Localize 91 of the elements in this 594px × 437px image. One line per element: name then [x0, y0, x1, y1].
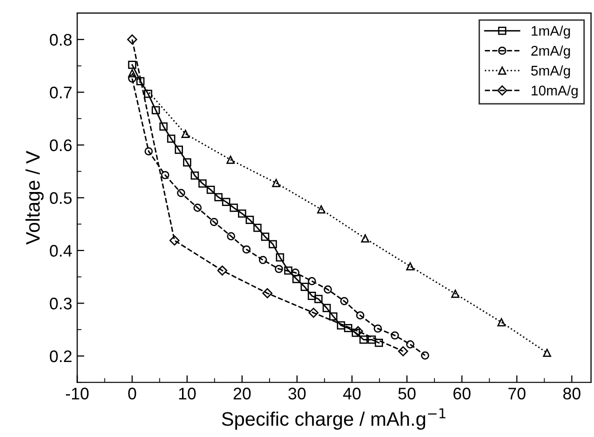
point: [174, 146, 183, 154]
y-tick-label: 0.4: [50, 244, 72, 257]
point: [272, 178, 280, 188]
point: [127, 34, 138, 45]
point: [406, 262, 414, 270]
y-tick-label: 0.6: [50, 139, 72, 152]
point: [420, 351, 430, 360]
point: [308, 308, 319, 318]
point: [181, 130, 190, 138]
point: [144, 90, 152, 98]
point: [336, 321, 346, 330]
point: [193, 204, 202, 212]
point: [161, 170, 170, 180]
point: [314, 294, 323, 304]
point: [128, 60, 136, 69]
point: [152, 106, 160, 114]
point: [390, 331, 399, 340]
point: [398, 346, 408, 356]
legend-label: 2mA/g: [531, 46, 570, 58]
legend-label: 1mA/g: [532, 26, 570, 39]
y-axis-title: Voltage / V: [26, 150, 44, 245]
legend-label: 10mA/g: [532, 85, 578, 98]
point: [261, 232, 270, 241]
point: [144, 147, 153, 156]
point: [183, 158, 192, 166]
point: [344, 324, 352, 332]
point: [542, 348, 552, 357]
point: [317, 205, 326, 214]
point: [167, 134, 176, 143]
point: [368, 336, 376, 344]
point: [308, 276, 316, 286]
point: [276, 253, 284, 262]
point: [497, 318, 506, 326]
x-tick-label: -10: [66, 388, 89, 400]
y-tick-label: 0.3: [50, 298, 72, 310]
point: [128, 74, 136, 83]
point: [329, 312, 338, 321]
x-tick-label: 40: [343, 388, 361, 400]
y-tick-label: 0.7: [50, 86, 72, 98]
point: [214, 193, 223, 202]
x-tick-label: 50: [398, 388, 416, 400]
point: [198, 179, 207, 188]
point: [284, 266, 292, 275]
point: [210, 218, 218, 226]
point: [176, 188, 186, 198]
x-tick-label: 30: [288, 388, 306, 400]
point: [406, 340, 414, 348]
point: [352, 326, 364, 336]
x-tick-label: 0: [128, 388, 136, 400]
point: [274, 264, 283, 274]
point: [308, 292, 316, 300]
point: [226, 156, 235, 164]
point: [128, 69, 136, 78]
y-tick-label: 0.2: [50, 350, 72, 362]
point: [136, 77, 145, 86]
legend-label: 5mA/g: [531, 65, 570, 78]
point: [300, 282, 309, 291]
x-tick-label: 80: [563, 388, 580, 400]
x-tick-label: 60: [453, 388, 471, 400]
point: [242, 245, 251, 254]
point: [374, 338, 384, 347]
point: [268, 240, 277, 248]
y-tick-label: 0.5: [50, 192, 72, 204]
point: [217, 265, 228, 276]
point: [451, 290, 460, 298]
point: [324, 285, 332, 294]
point: [226, 232, 236, 240]
point: [374, 324, 382, 333]
point: [169, 235, 180, 246]
point: [238, 209, 246, 218]
point: [352, 328, 360, 337]
point: [359, 336, 368, 344]
point: [246, 216, 254, 224]
x-axis-title: Specific charge / mAh.g$^{−1}$: [222, 408, 446, 430]
point: [340, 297, 348, 306]
point: [292, 274, 301, 284]
point: [253, 224, 262, 232]
x-tick-label: 20: [234, 388, 251, 400]
point: [322, 304, 331, 312]
point: [258, 256, 268, 264]
point: [356, 311, 364, 320]
point: [190, 171, 199, 180]
point: [206, 186, 215, 194]
x-tick-label: 10: [179, 388, 196, 400]
point: [222, 198, 230, 206]
point: [361, 234, 370, 242]
x-tick-label: 70: [508, 388, 526, 400]
y-tick-label: 0.8: [50, 34, 72, 46]
point: [159, 122, 168, 131]
point: [230, 204, 238, 212]
point: [262, 288, 272, 298]
